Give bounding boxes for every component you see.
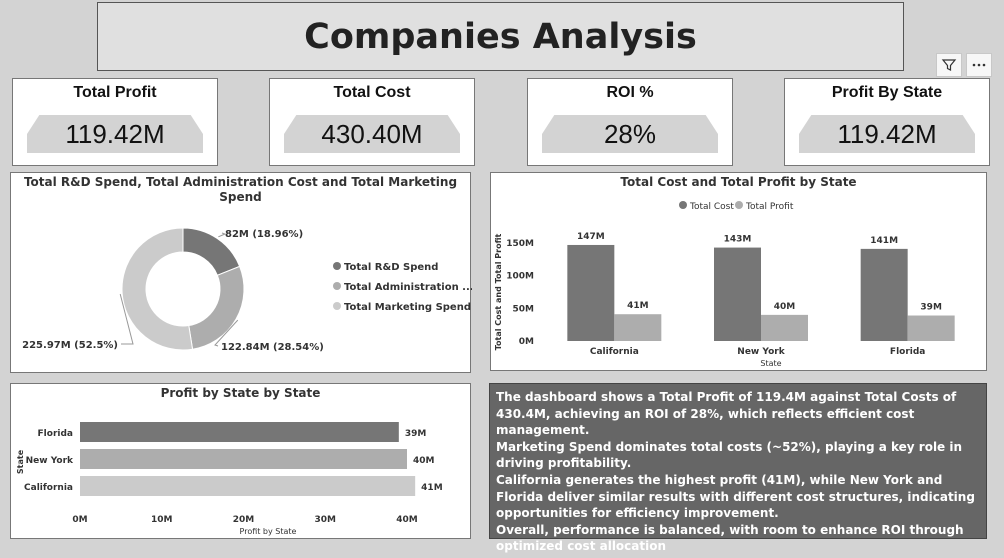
x-tick-label: New York [737,347,785,357]
hbar-chart-card[interactable]: Profit by State by State Florida 39M New Y… [10,383,471,539]
legend-label: Total R&D Spend [344,262,438,273]
column-data-label: 41M [627,301,649,311]
more-options-icon[interactable] [966,53,992,77]
visual-header-toolbar [936,53,992,77]
column-chart-card[interactable]: Total Cost and Total Profit by State Tot… [490,172,987,371]
x-axis-label: State [760,359,781,368]
donut-chart-card[interactable]: Total R&D Spend, Total Administration Co… [10,172,472,373]
hbar-bar [80,422,399,442]
column-bar [907,315,955,341]
y-tick-label: New York [26,456,74,466]
donut-slice [121,227,194,351]
kpi-plate: 119.42M [799,115,975,153]
legend-label: Total Marketing Spend [344,302,471,313]
x-tick-label: California [590,347,639,357]
kpi-card-total-cost[interactable]: Total Cost 430.40M [269,78,475,166]
legend-label: Total Cost [689,202,734,212]
legend-marker [333,302,341,310]
kpi-plate: 430.40M [284,115,460,153]
donut-data-label: 122.84M (28.54%) [221,342,324,353]
summary-paragraph: California generates the highest profit … [496,472,975,521]
legend-marker [679,201,687,209]
x-tick-label: 30M [315,515,337,525]
column-data-label: 40M [774,302,796,312]
column-data-label: 39M [920,303,942,313]
donut-chart: 82M (18.96%) 122.84M (28.54%) 225.97M (52.… [22,227,472,353]
kpi-label: Profit By State [831,84,943,101]
kpi-value: 430.40M [321,119,423,149]
dashboard-title-box: Companies Analysis [97,2,904,71]
summary-textbox: The dashboard shows a Total Profit of 11… [489,383,987,553]
column-data-label: 147M [577,232,605,242]
y-tick-label: California [24,483,73,493]
hbar-chart-title: Profit by State by State [160,386,321,400]
kpi-plate: 119.42M [27,115,203,153]
legend-label: Total Administration ... [344,282,472,293]
y-tick-label: 150M [506,239,534,249]
donut-leader-line [214,319,239,347]
y-tick-label: 50M [513,304,535,314]
summary-paragraph: Overall, performance is balanced, with r… [496,522,964,554]
legend-label: Total Profit [745,202,794,212]
x-tick-label: 40M [396,515,418,525]
kpi-value: 28% [603,119,657,149]
hbar-data-label: 39M [405,429,427,439]
y-axis-label: State [16,449,25,474]
legend-marker [333,282,341,290]
x-tick-label: 20M [233,515,255,525]
y-axis-label: Total Cost and Total Profit [494,233,503,350]
kpi-card-roi[interactable]: ROI % 28% [527,78,733,166]
hbar-data-label: 41M [421,483,443,493]
donut-slice [188,265,245,350]
column-bar [567,244,615,341]
kpi-card-profit-by-state[interactable]: Profit By State 119.42M [784,78,990,166]
donut-chart-title-line-2: Spend [219,190,262,204]
y-tick-label: 100M [506,272,534,282]
kpi-label: Total Cost [333,84,411,101]
x-tick-label: Florida [890,347,925,357]
legend-marker [735,201,743,209]
kpi-label: Total Profit [73,84,157,101]
donut-data-label: 82M (18.96%) [225,229,303,240]
column-bar [614,314,662,341]
legend-marker [333,262,341,270]
y-tick-label: 0M [519,337,534,347]
x-tick-label: 10M [151,515,173,525]
donut-leader-line [119,293,134,345]
x-tick-label: 0M [72,515,87,525]
column-data-label: 143M [724,235,752,245]
hbar-bar [80,476,416,496]
donut-chart-title: Total R&D Spend, Total Administration Co… [11,175,470,205]
column-chart: Total Cost Total Profit 0M 50M 100M 150MTotal… [494,201,955,368]
kpi-label: ROI % [606,84,654,101]
hbar-bar [80,449,407,469]
column-chart-title: Total Cost and Total Profit by State [620,175,857,189]
filter-icon[interactable] [936,53,962,77]
kpi-value: 119.42M [65,119,165,149]
donut-chart-title-line-1: Total R&D Spend, Total Administration Co… [23,175,458,189]
hbar-chart: Florida 39M New York 40M California 41M 0M 10M 2… [16,422,443,536]
kpi-value: 119.42M [837,119,937,149]
column-bar [860,248,908,341]
x-axis-label: Profit by State [240,527,297,536]
y-tick-label: Florida [38,429,73,439]
column-data-label: 141M [870,236,898,246]
summary-paragraph: The dashboard shows a Total Profit of 11… [496,390,957,438]
donut-leader-line [218,232,227,238]
kpi-card-total-profit[interactable]: Total Profit 119.42M [12,78,218,166]
summary-paragraph: Marketing Spend dominates total costs (~… [496,439,963,471]
donut-data-label: 225.97M (52.5%) [22,340,118,351]
hbar-data-label: 40M [413,456,435,466]
column-bar [714,247,761,341]
column-bar [761,314,808,341]
dashboard-title: Companies Analysis [304,16,697,57]
kpi-plate: 28% [542,115,718,153]
